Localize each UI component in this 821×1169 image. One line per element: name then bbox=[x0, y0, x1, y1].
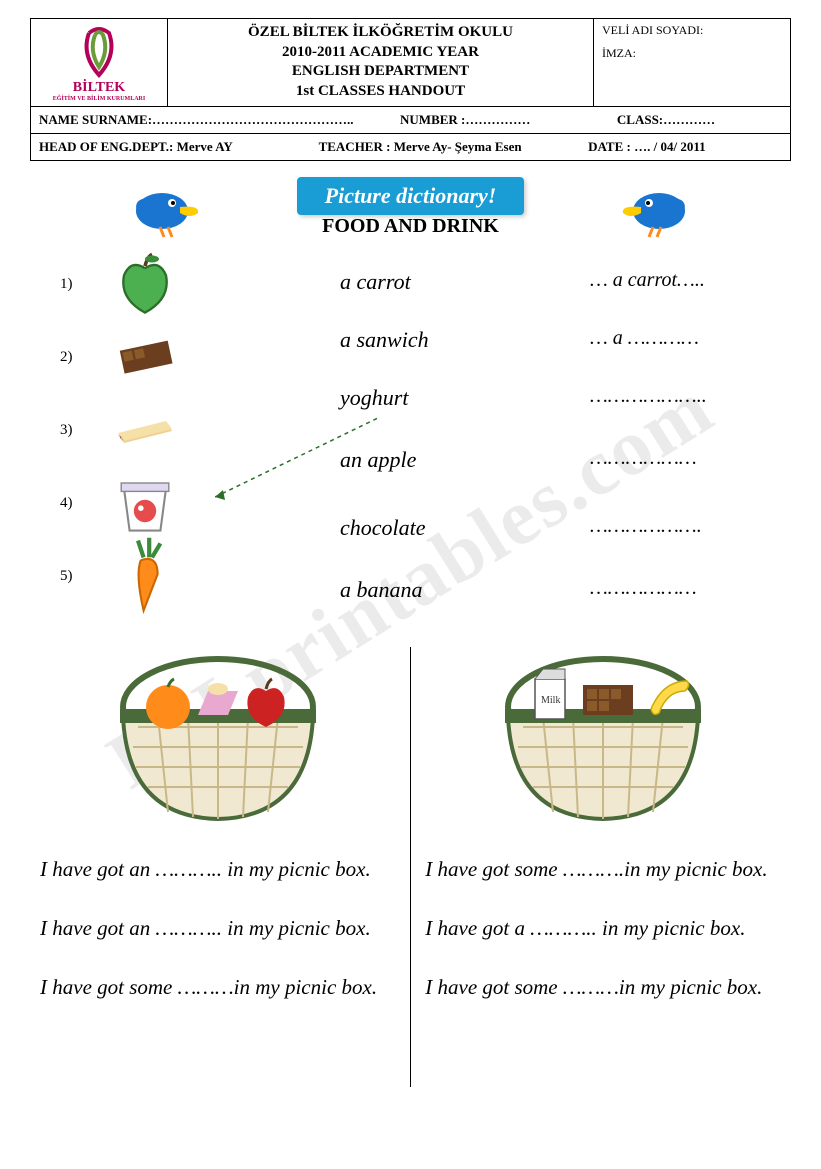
yoghurt-icon bbox=[110, 476, 180, 531]
bird-left-icon bbox=[120, 179, 200, 239]
vocab-num-5: 5) bbox=[30, 568, 110, 585]
logo-sub: EĞİTİM VE BİLİM KURUMLARI bbox=[39, 96, 159, 102]
bird-right-icon bbox=[621, 179, 701, 239]
vocab-blank-1: … a carrot….. bbox=[590, 269, 705, 292]
vocab-word-3: yoghurt bbox=[340, 385, 408, 411]
vocab-num-2: 2) bbox=[30, 349, 110, 366]
date-label: DATE : …. / 04/ 2011 bbox=[588, 139, 706, 154]
basket-right-icon: Milk bbox=[463, 647, 743, 827]
dept-label: HEAD OF ENG.DEPT.: Merve AY bbox=[39, 139, 232, 154]
title-line-1: 2010-2011 ACADEMIC YEAR bbox=[176, 43, 585, 63]
vocab-blank-3: ……………….. bbox=[590, 385, 707, 408]
vocab-num-1: 1) bbox=[30, 276, 110, 293]
bottom-left-col: I have got an ……….. in my picnic box. I … bbox=[30, 647, 406, 1087]
logo-cell: BİLTEK EĞİTİM VE BİLİM KURUMLARI bbox=[31, 19, 168, 107]
banner-area: Picture dictionary! FOOD AND DRINK bbox=[30, 171, 791, 251]
teacher-label: TEACHER : Merve Ay- Şeyma Esen bbox=[319, 139, 522, 154]
vocab-word-1: a carrot bbox=[340, 269, 411, 295]
vocab-blank-2: … a ………… bbox=[590, 327, 699, 350]
vocab-blank-5: ………………. bbox=[590, 515, 702, 538]
left-sentence-1: I have got an ……….. in my picnic box. bbox=[40, 857, 396, 882]
vocab-num-3: 3) bbox=[30, 422, 110, 439]
vocab-word-5: chocolate bbox=[340, 515, 426, 541]
name-label: NAME SURNAME:……………………………………….. bbox=[39, 112, 354, 127]
title-cell: ÖZEL BİLTEK İLKÖĞRETİM OKULU 2010-2011 A… bbox=[168, 19, 594, 107]
chocolate-icon bbox=[110, 330, 180, 385]
student-row: NAME SURNAME:……………………………………….. NUMBER :…… bbox=[31, 107, 791, 134]
veli-label: VELİ ADI SOYADI: bbox=[602, 23, 782, 38]
number-label: NUMBER :…………… bbox=[400, 112, 530, 127]
basket-left-icon bbox=[78, 647, 358, 827]
svg-text:Milk: Milk bbox=[541, 695, 560, 706]
banner-title: Picture dictionary! bbox=[297, 177, 525, 215]
left-sentence-3: I have got some ………in my picnic box. bbox=[40, 975, 396, 1000]
bottom-section: I have got an ……….. in my picnic box. I … bbox=[30, 647, 791, 1087]
vocab-word-6: a banana bbox=[340, 577, 423, 603]
right-sentence-1: I have got some ……….in my picnic box. bbox=[425, 857, 781, 882]
apple-icon bbox=[110, 257, 180, 312]
vertical-divider bbox=[410, 647, 412, 1087]
vocab-blank-6: ……………… bbox=[590, 577, 697, 600]
logo-name: BİLTEK bbox=[39, 80, 159, 96]
vocab-section: 1) a carrot … a carrot….. 2) a sanwich …… bbox=[30, 257, 791, 637]
title-line-0: ÖZEL BİLTEK İLKÖĞRETİM OKULU bbox=[176, 23, 585, 43]
header-table: BİLTEK EĞİTİM VE BİLİM KURUMLARI ÖZEL Bİ… bbox=[30, 18, 791, 161]
teacher-row: HEAD OF ENG.DEPT.: Merve AY TEACHER : Me… bbox=[31, 134, 791, 161]
right-sentence-2: I have got a ……….. in my picnic box. bbox=[425, 916, 781, 941]
vocab-word-4: an apple bbox=[340, 447, 416, 473]
biltek-logo-icon bbox=[69, 25, 129, 80]
imza-label: İMZA: bbox=[602, 46, 782, 61]
title-line-2: ENGLISH DEPARTMENT bbox=[176, 62, 585, 82]
class-label: CLASS:………… bbox=[617, 112, 715, 127]
left-sentence-2: I have got an ……….. in my picnic box. bbox=[40, 916, 396, 941]
title-line-3: 1st CLASSES HANDOUT bbox=[176, 82, 585, 102]
vocab-word-2: a sanwich bbox=[340, 327, 429, 353]
bottom-right-col: Milk I have got some ……….in my picnic bo… bbox=[415, 647, 791, 1087]
sandwich-icon bbox=[110, 403, 180, 458]
veli-cell: VELİ ADI SOYADI: İMZA: bbox=[594, 19, 791, 107]
vocab-blank-4: ……………… bbox=[590, 447, 697, 470]
carrot-icon bbox=[110, 549, 180, 604]
vocab-num-4: 4) bbox=[30, 495, 110, 512]
right-sentence-3: I have got some ………in my picnic box. bbox=[425, 975, 781, 1000]
